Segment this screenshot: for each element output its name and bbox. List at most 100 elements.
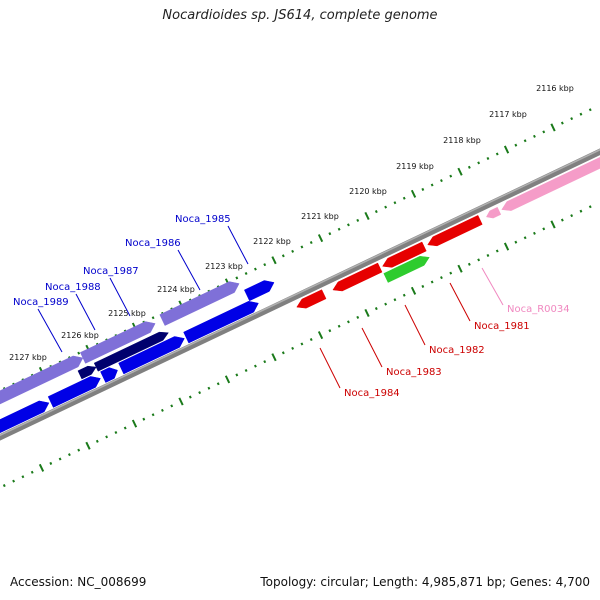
upper-tick	[514, 143, 518, 147]
upper-tick	[356, 218, 360, 222]
lower-tick	[533, 231, 536, 235]
gene-arrow-noca-1988b	[47, 376, 101, 408]
upper-tick	[77, 351, 81, 355]
upper-tick	[550, 123, 556, 132]
lower-tick	[244, 369, 248, 373]
gene-arrow-noca-1987	[77, 365, 97, 380]
map-title: Nocardioides sp. JS614, complete genome	[162, 8, 438, 23]
gene-label: Noca_1982	[429, 345, 485, 356]
kbp-label: 2127 kbp	[9, 353, 47, 362]
upper-tick	[317, 234, 324, 243]
lower-tick	[402, 293, 406, 297]
lower-tick	[263, 360, 267, 364]
genome-backbone-highlight	[0, 148, 600, 437]
kbp-label: 2122 kbp	[253, 237, 291, 246]
gene-label-connector	[109, 277, 131, 317]
gene-arrow-small	[100, 367, 118, 383]
lower-tick-track	[2, 205, 592, 488]
gene-label: Noca_1985	[175, 214, 231, 225]
lower-tick	[291, 346, 295, 350]
upper-tick	[235, 276, 239, 280]
gene-arrow-noca-1988	[79, 321, 156, 364]
lower-tick	[317, 331, 324, 340]
gene-label: Noca_1983	[386, 367, 442, 378]
upper-tick	[151, 316, 155, 320]
upper-tick	[533, 134, 536, 138]
upper-tick	[328, 232, 332, 236]
lower-tick	[151, 413, 155, 417]
lower-tick	[486, 253, 490, 257]
genome-summary-text: Topology: circular; Length: 4,985,871 bp…	[260, 575, 590, 589]
gene-arrow-noca-1984	[296, 289, 327, 309]
kbp-label: 2124 kbp	[157, 285, 195, 294]
gene-label-connector	[177, 249, 201, 291]
lower-tick	[347, 320, 350, 324]
gene-arrow-noca-1989	[0, 355, 84, 405]
upper-tick	[588, 108, 592, 112]
lower-tick	[440, 276, 443, 280]
gene-features	[0, 157, 600, 434]
lower-tick	[224, 375, 231, 384]
lower-tick	[123, 426, 127, 430]
upper-tick	[374, 210, 378, 214]
lower-tick	[495, 249, 499, 253]
lower-tick	[21, 475, 25, 479]
lower-tick	[85, 441, 91, 450]
upper-tick	[271, 256, 277, 265]
upper-tick	[560, 121, 564, 125]
kbp-label: 2119 kbp	[396, 162, 434, 171]
gene-label: Noca_1988	[45, 282, 101, 293]
lower-tick	[588, 205, 592, 209]
lower-tick	[281, 351, 285, 355]
lower-tick	[467, 262, 471, 266]
upper-tick	[281, 254, 285, 258]
lower-tick	[374, 307, 378, 311]
accession-text: Accession: NC_008699	[10, 575, 147, 589]
lower-tick	[160, 408, 164, 412]
upper-tick	[300, 245, 304, 249]
gene-label-connector	[37, 308, 63, 353]
gene-label-connector	[319, 347, 341, 389]
lower-tick	[30, 470, 34, 474]
lower-tick	[384, 302, 388, 306]
gene-arrow-noca-1981	[427, 215, 483, 247]
lower-tick	[2, 484, 6, 488]
kbp-label: 2121 kbp	[301, 212, 339, 221]
upper-tick	[486, 156, 490, 160]
upper-tick	[410, 189, 417, 198]
upper-tick	[244, 272, 248, 276]
lower-tick	[430, 280, 434, 284]
gene-label-connector	[481, 267, 504, 306]
lower-tick	[477, 258, 481, 262]
gene-arrow-noca-1986	[159, 281, 240, 326]
gene-label: Noca_R0034	[507, 304, 570, 315]
gene-arrow-noca-1982	[383, 256, 430, 283]
upper-tick	[495, 152, 499, 156]
lower-tick	[514, 240, 518, 244]
kbp-label: 2120 kbp	[349, 187, 387, 196]
lower-tick	[216, 382, 220, 386]
lower-tick	[542, 227, 546, 231]
upper-tick	[384, 205, 388, 209]
kbp-labels: 2116 kbp 2117 kbp 2118 kbp 2119 kbp 2120 kbp…	[9, 84, 574, 362]
gene-labels: Noca_1985 Noca_1986 Noca_1987 Noca_1988 Noca…	[13, 214, 570, 399]
lower-tick	[235, 373, 239, 377]
lower-tick	[142, 417, 146, 421]
upper-tick	[263, 263, 267, 267]
lower-tick	[570, 214, 574, 218]
lower-tick	[67, 453, 71, 457]
kbp-label: 2123 kbp	[205, 262, 243, 271]
lower-tick	[131, 419, 138, 428]
gene-arrow-noca-1987b	[93, 331, 169, 372]
upper-tick	[542, 130, 546, 134]
kbp-label: 2125 kbp	[108, 309, 146, 318]
gene-arrow-noca-1983	[332, 262, 383, 292]
lower-tick	[579, 209, 583, 213]
kbp-label: 2126 kbp	[61, 331, 99, 340]
lower-tick	[300, 342, 304, 346]
lower-tick	[550, 220, 556, 229]
upper-tick	[393, 201, 397, 205]
lower-tick	[38, 463, 45, 472]
lower-tick	[393, 298, 397, 302]
